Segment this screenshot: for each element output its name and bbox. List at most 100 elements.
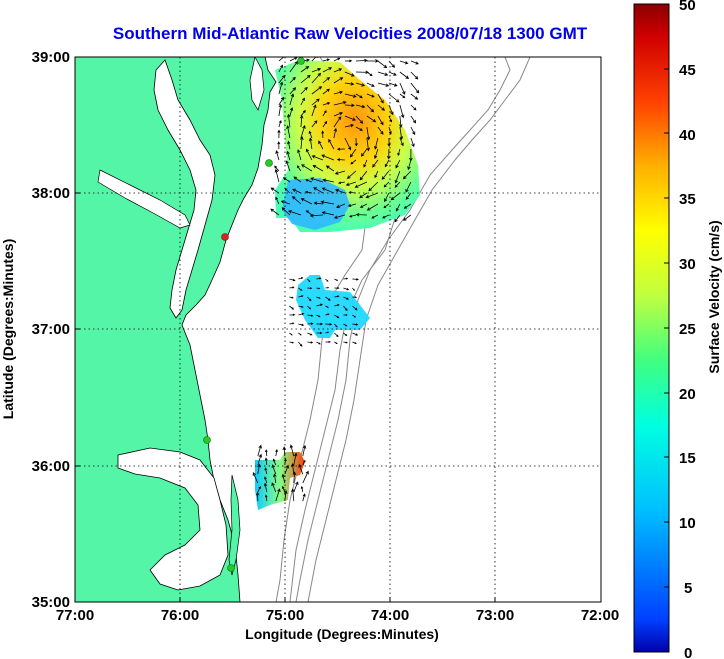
y-tick-label: 35:00: [32, 594, 70, 611]
velocity-arrow: [289, 93, 295, 106]
velocity-arrow: [316, 287, 321, 290]
velocity-arrow: [257, 453, 263, 466]
colorbar: [633, 3, 670, 653]
velocity-arrow: [298, 323, 305, 326]
velocity-arrow: [344, 93, 357, 98]
velocity-arrow: [333, 57, 341, 62]
velocity-arrow: [307, 305, 312, 310]
velocity-arrow: [299, 114, 304, 128]
velocity-arrow: [383, 203, 390, 209]
velocity-arrow: [366, 126, 371, 141]
velocity-arrow: [377, 104, 386, 111]
velocity-arrow: [321, 187, 335, 194]
velocity-arrow: [407, 159, 412, 171]
velocity-arrow: [277, 141, 281, 150]
velocity-arrow: [334, 295, 340, 298]
velocity-arrow: [264, 494, 268, 502]
velocity-arrow: [354, 181, 368, 188]
velocity-arrow: [302, 444, 307, 457]
velocity-arrow: [399, 104, 405, 119]
velocity-arrow: [354, 137, 358, 147]
velocity-arrow: [321, 154, 335, 161]
velocity-arrow: [344, 103, 355, 108]
velocity-arrow: [310, 177, 324, 183]
velocity-arrow: [270, 208, 280, 216]
velocity-arrow: [333, 68, 343, 73]
velocity-arrow: [394, 181, 401, 188]
velocity-arrow: [287, 140, 291, 150]
velocity-arrow: [372, 159, 379, 168]
chesapeake-bay: [153, 59, 216, 319]
velocity-arrow: [394, 170, 401, 184]
velocity-arrow: [343, 305, 348, 312]
velocity-arrow: [402, 214, 412, 221]
velocity-arrow: [307, 341, 314, 344]
velocity-arrow: [316, 314, 321, 318]
velocity-arrow: [275, 488, 281, 502]
x-tick-label: 74:00: [371, 607, 409, 624]
velocity-arrow: [343, 323, 348, 327]
velocity-arrow: [322, 102, 331, 106]
velocity-arrow: [273, 473, 277, 484]
velocity-arrow: [291, 488, 295, 502]
velocity-arrow: [352, 305, 358, 311]
velocity-arrow: [374, 170, 379, 179]
velocity-arrow: [355, 82, 366, 87]
velocity-arrow: [296, 165, 302, 172]
velocity-arrow: [292, 471, 297, 484]
velocity-arrow: [333, 127, 338, 139]
velocity-arrow: [344, 71, 355, 77]
velocity-arrow: [308, 130, 313, 139]
colorbar-tick-label: 50: [679, 0, 696, 14]
velocity-arrow: [368, 181, 379, 192]
velocity-arrow: [289, 296, 294, 299]
velocity-arrow: [274, 165, 280, 172]
x-tick-labels: 77:00 76:00 75:00 74:00 73:00 72:00: [56, 607, 619, 624]
velocity-arrow: [321, 211, 334, 216]
velocity-arrow: [377, 71, 389, 76]
velocity-arrow: [325, 313, 330, 316]
velocity-arrow: [298, 341, 303, 347]
velocity-arrow: [313, 187, 324, 194]
velocity-arrow: [309, 213, 323, 218]
velocity-arrow: [286, 113, 291, 128]
colorbar-tick-label: 0: [684, 645, 692, 659]
x-tick-label: 72:00: [581, 607, 619, 624]
velocity-arrow: [275, 448, 278, 457]
grid-lines: [75, 57, 601, 602]
velocity-arrow: [322, 76, 331, 84]
velocity-arrow: [300, 74, 311, 84]
velocity-arrow: [289, 313, 296, 317]
velocity-arrow: [410, 126, 416, 136]
velocity-arrow: [344, 82, 355, 86]
velocity-arrow: [384, 192, 390, 203]
velocity-arrow: [275, 196, 280, 205]
velocity-arrow: [289, 87, 297, 95]
velocity-arrow: [397, 148, 401, 156]
velocity-arrow: [325, 322, 333, 326]
velocity-arrow: [325, 165, 335, 172]
velocity-arrow: [402, 170, 412, 180]
velocity-arrow: [257, 444, 262, 457]
velocity-arrow: [410, 104, 417, 111]
velocity-arrow: [264, 457, 268, 466]
velocity-arrow: [334, 170, 346, 175]
velocity-arrow: [336, 158, 345, 162]
velocity-arrow: [352, 296, 358, 299]
velocity-arrow: [382, 214, 390, 219]
velocity-arrow: [275, 150, 280, 161]
velocity-arrow: [300, 109, 306, 117]
velocity-arrow: [311, 155, 324, 161]
velocity-arrow: [328, 138, 335, 150]
velocity-arrow: [305, 179, 313, 183]
velocity-arrow: [322, 67, 333, 73]
velocity-arrow: [399, 93, 406, 99]
velocity-arrow: [281, 473, 286, 484]
velocity-arrow: [361, 148, 368, 157]
velocity-arrow: [394, 214, 401, 223]
velocity-arrow: [308, 137, 313, 150]
velocity-arrow: [271, 482, 277, 493]
colorbar-tick-label: 45: [679, 62, 696, 79]
velocity-arrow: [381, 170, 390, 180]
